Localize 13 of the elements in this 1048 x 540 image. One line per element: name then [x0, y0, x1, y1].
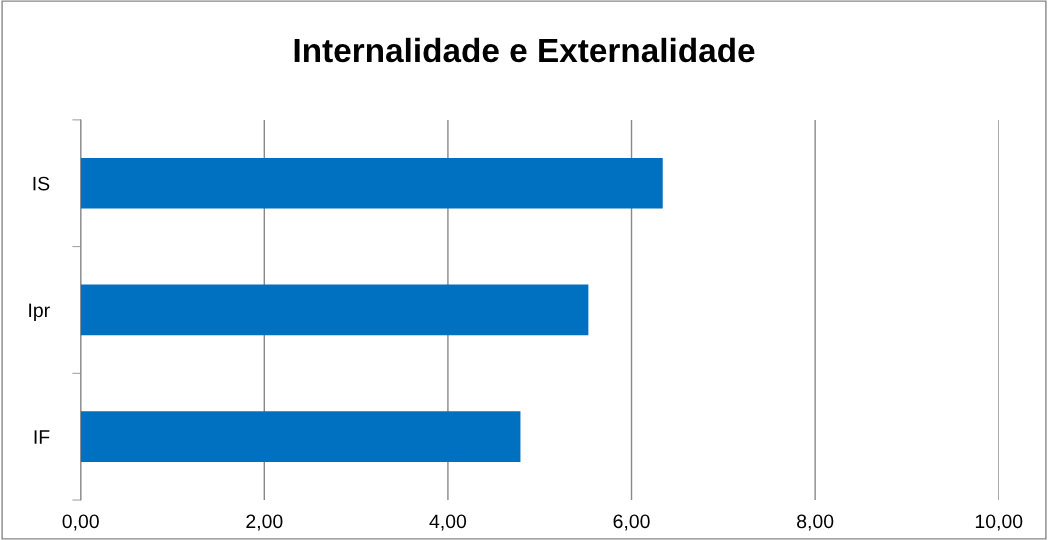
- x-tick-label: 2,00: [246, 514, 283, 531]
- x-tick-label: 10,00: [975, 514, 1023, 531]
- x-tick-label: 8,00: [797, 514, 834, 531]
- x-tick-label: 6,00: [613, 514, 650, 531]
- y-tick-label: IF: [34, 430, 50, 444]
- bar: [80, 284, 589, 336]
- bar: [80, 411, 521, 463]
- x-tick-label: 4,00: [429, 514, 467, 531]
- x-tick-label: 0,00: [62, 514, 99, 531]
- y-tick-label: IS: [33, 176, 50, 191]
- bar: [80, 157, 663, 209]
- y-tick-label: Ipr: [29, 303, 50, 322]
- chart-title: Internalidade e Externalidade: [294, 37, 755, 63]
